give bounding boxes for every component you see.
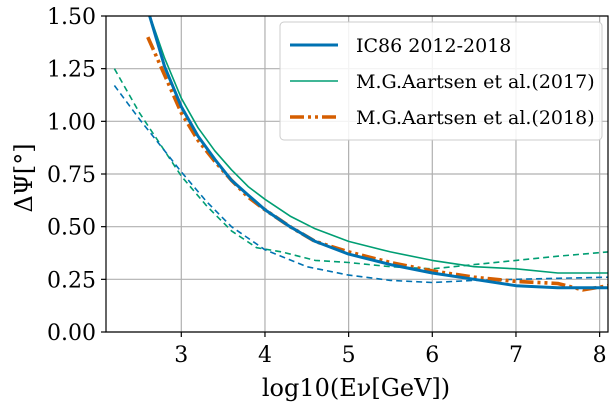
- y-axis-label: ΔΨ[°]: [10, 143, 38, 212]
- y-tick-label: 1.00: [47, 110, 96, 135]
- x-tick-label: 8: [593, 343, 607, 368]
- legend: IC86 2012-2018 M.G.Aartsen et al.(2017) M.…: [279, 21, 603, 141]
- ticks: [101, 15, 601, 337]
- y-tick-label: 1.25: [47, 58, 96, 83]
- y-tick-label: 0.50: [47, 216, 96, 241]
- y-tick-label: 0.25: [47, 268, 96, 293]
- legend-label: IC86 2012-2018: [356, 35, 511, 57]
- x-tick-label: 5: [342, 343, 356, 368]
- series-line-1: [149, 16, 608, 274]
- y-tick-label: 1.50: [47, 5, 96, 30]
- legend-label: M.G.Aartsen et al.(2017): [356, 71, 595, 93]
- series-line-3: [113, 85, 608, 284]
- x-tick-label: 3: [174, 343, 188, 368]
- y-tick-label: 0.00: [47, 321, 96, 346]
- tick-labels: 3 4 5 6 7 8 0.00 0.25 0.50 0.75 1.00 1.25 1.50: [47, 5, 607, 368]
- x-tick-label: 7: [509, 343, 523, 368]
- legend-label: M.G.Aartsen et al.(2018): [356, 107, 595, 129]
- x-tick-label: 4: [258, 343, 272, 368]
- legend-box: [279, 21, 603, 141]
- y-tick-label: 0.75: [47, 163, 96, 188]
- x-axis-label: log10(Eν[GeV]): [262, 374, 450, 402]
- x-tick-label: 6: [425, 343, 439, 368]
- series-layer: [113, 16, 608, 292]
- series-line-0: [148, 16, 608, 290]
- series-line-4: [113, 68, 608, 270]
